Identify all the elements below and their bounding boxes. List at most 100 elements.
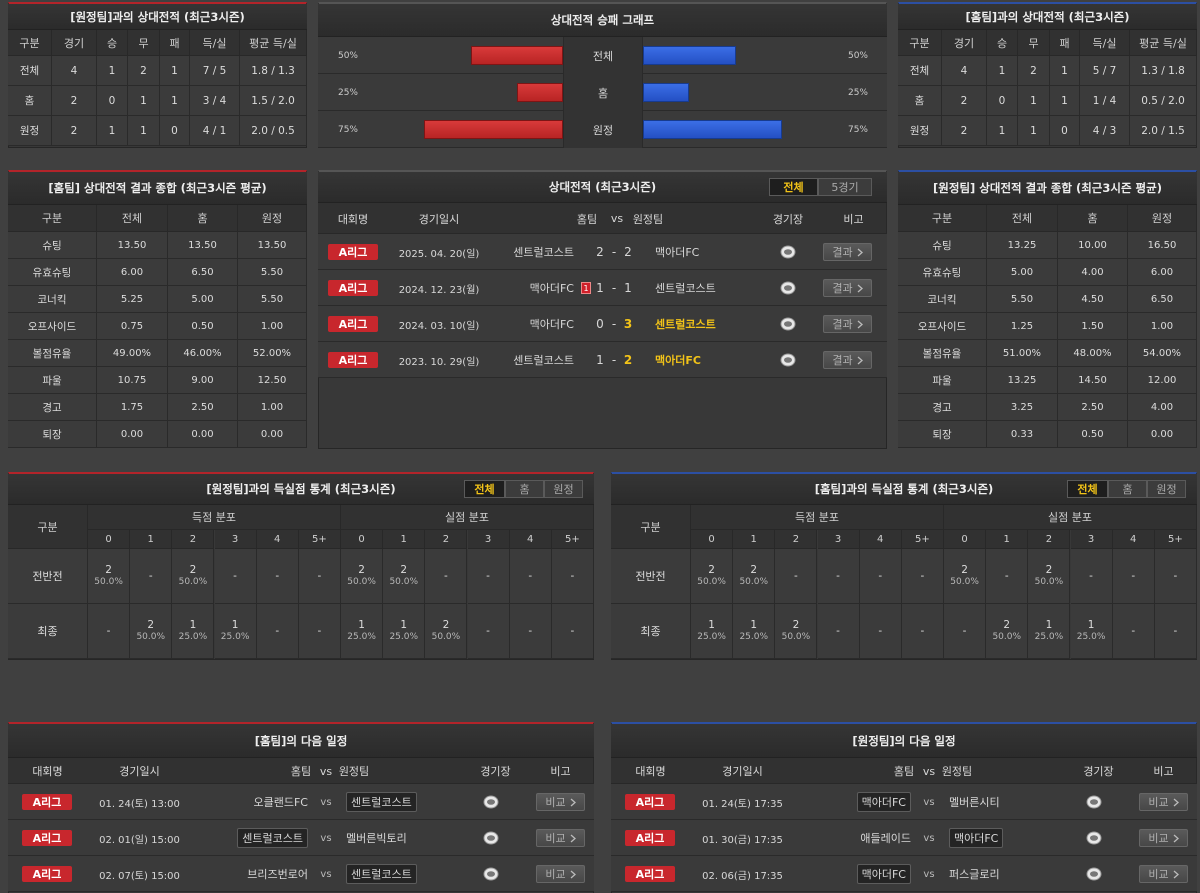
- table-cell: 0: [987, 86, 1018, 116]
- table-cell: 6.00: [97, 259, 168, 286]
- button-label: 비교: [1148, 868, 1169, 881]
- vs-label: vs: [320, 868, 332, 880]
- table-cell: 5.00: [168, 286, 238, 313]
- column-header: 평균 득/실: [240, 30, 307, 56]
- table-cell: 3 / 4: [190, 86, 240, 116]
- stat-cell: 1 25.0%: [341, 604, 384, 659]
- stat-cell: -: [551, 549, 594, 604]
- stat-count: -: [878, 570, 883, 582]
- league-badge: A리그: [625, 866, 675, 882]
- button[interactable]: 비교: [1139, 829, 1188, 847]
- tab[interactable]: 전체: [464, 480, 505, 498]
- stat-cell: 1 25.0%: [733, 604, 776, 659]
- stat-cell: -: [901, 549, 944, 604]
- match-date: 2025. 04. 20(일): [398, 248, 480, 260]
- column-header: 득/실: [1080, 30, 1130, 56]
- button[interactable]: 결과: [823, 243, 872, 261]
- button[interactable]: 비교: [536, 865, 585, 883]
- stadium-icon: [1086, 831, 1102, 845]
- tab[interactable]: 원정: [544, 480, 583, 498]
- stadium-field: [1090, 835, 1098, 841]
- goal-column: 2: [425, 530, 468, 549]
- home-team: 맥아더FC: [856, 864, 911, 884]
- table-cell: 슈팅: [898, 232, 987, 259]
- stat-cell: 2 50.0%: [691, 549, 734, 604]
- column-header: 전체: [987, 205, 1058, 232]
- stat-cell: -: [214, 549, 257, 604]
- away-slot: 센트럴코스트: [346, 856, 462, 892]
- stadium-field: [1090, 799, 1098, 805]
- column-header: 구분: [898, 205, 987, 232]
- column-header: 경기일시: [418, 212, 460, 226]
- table-cell: 12.00: [1128, 367, 1197, 394]
- goal-column: 3: [1070, 530, 1113, 549]
- stat-cell: -: [944, 604, 987, 659]
- match-datetime: 02. 07(토) 15:00: [99, 870, 180, 882]
- header-row: [8, 758, 594, 784]
- column-header: 비고: [1153, 765, 1174, 778]
- button[interactable]: 결과: [823, 351, 872, 369]
- group-header: 득점 분포: [88, 505, 341, 530]
- stat-count: 2: [708, 564, 715, 576]
- stat-percent: 25.0%: [178, 632, 208, 642]
- table-cell: 4.00: [1058, 259, 1128, 286]
- stadium-icon: [780, 281, 796, 295]
- button[interactable]: 비교: [536, 793, 585, 811]
- table-cell: 4: [942, 56, 987, 86]
- table-cell: 경고: [898, 394, 987, 421]
- tab[interactable]: 홈: [505, 480, 544, 498]
- button[interactable]: 비교: [536, 829, 585, 847]
- home-team: 센트럴코스트: [513, 246, 574, 259]
- match-datetime: 01. 24(토) 17:35: [702, 798, 783, 810]
- tab[interactable]: 전체: [769, 178, 818, 196]
- table-cell: 5.50: [238, 259, 307, 286]
- column-header: 구분: [8, 30, 52, 56]
- stadium-field: [784, 357, 792, 363]
- stat-count: -: [570, 570, 575, 582]
- button-label: 결과: [832, 318, 853, 331]
- table-cell: 13.50: [168, 232, 238, 259]
- table-cell: 1.5 / 2.0: [240, 86, 307, 116]
- table-cell: 4 / 1: [190, 116, 240, 146]
- home-bar: [470, 46, 563, 65]
- column-header: 경기장: [772, 212, 804, 226]
- button[interactable]: 비교: [1139, 865, 1188, 883]
- goal-column: 0: [944, 530, 987, 549]
- table-cell: 5.50: [238, 286, 307, 313]
- stat-percent: 50.0%: [950, 577, 979, 587]
- goal-column: 5+: [551, 530, 594, 549]
- tab[interactable]: 홈: [1108, 480, 1147, 498]
- away-percent: 50%: [847, 50, 868, 61]
- tab[interactable]: 전체: [1067, 480, 1108, 498]
- button-label: 결과: [832, 246, 853, 259]
- chevron-icon: [570, 798, 576, 806]
- button[interactable]: 결과: [823, 315, 872, 333]
- column-header: 비고: [843, 212, 864, 226]
- league-badge: A리그: [328, 352, 378, 368]
- table-cell: 원정: [898, 116, 942, 146]
- table-cell: 3.25: [987, 394, 1058, 421]
- stat-percent: 25.0%: [1034, 632, 1064, 642]
- goal-column: 4: [256, 530, 299, 549]
- away-score: 1: [624, 281, 632, 295]
- stat-cell: 2 50.0%: [341, 549, 384, 604]
- stat-count: -: [570, 625, 575, 637]
- table-cell: 6.50: [168, 259, 238, 286]
- home-team: 맥아더FC: [529, 318, 574, 331]
- table-cell: 0.50: [168, 313, 238, 340]
- tab[interactable]: 원정: [1147, 480, 1186, 498]
- column-header: 경기일시: [722, 765, 763, 778]
- stat-count: 2: [358, 564, 365, 576]
- panel-title: [홈팀]의 다음 일정: [8, 724, 594, 758]
- tab[interactable]: 5경기: [818, 178, 872, 196]
- column-header: 홈팀: [290, 765, 312, 778]
- stat-percent: 50.0%: [1034, 577, 1064, 587]
- goal-column: 5+: [298, 530, 341, 549]
- column-header: 홈팀: [576, 212, 598, 226]
- row-label: 최종: [611, 604, 691, 659]
- away-percent: 75%: [847, 124, 868, 135]
- table-cell: 퇴장: [8, 421, 97, 448]
- button[interactable]: 결과: [823, 279, 872, 297]
- goal-column: 2: [1028, 530, 1071, 549]
- button[interactable]: 비교: [1139, 793, 1188, 811]
